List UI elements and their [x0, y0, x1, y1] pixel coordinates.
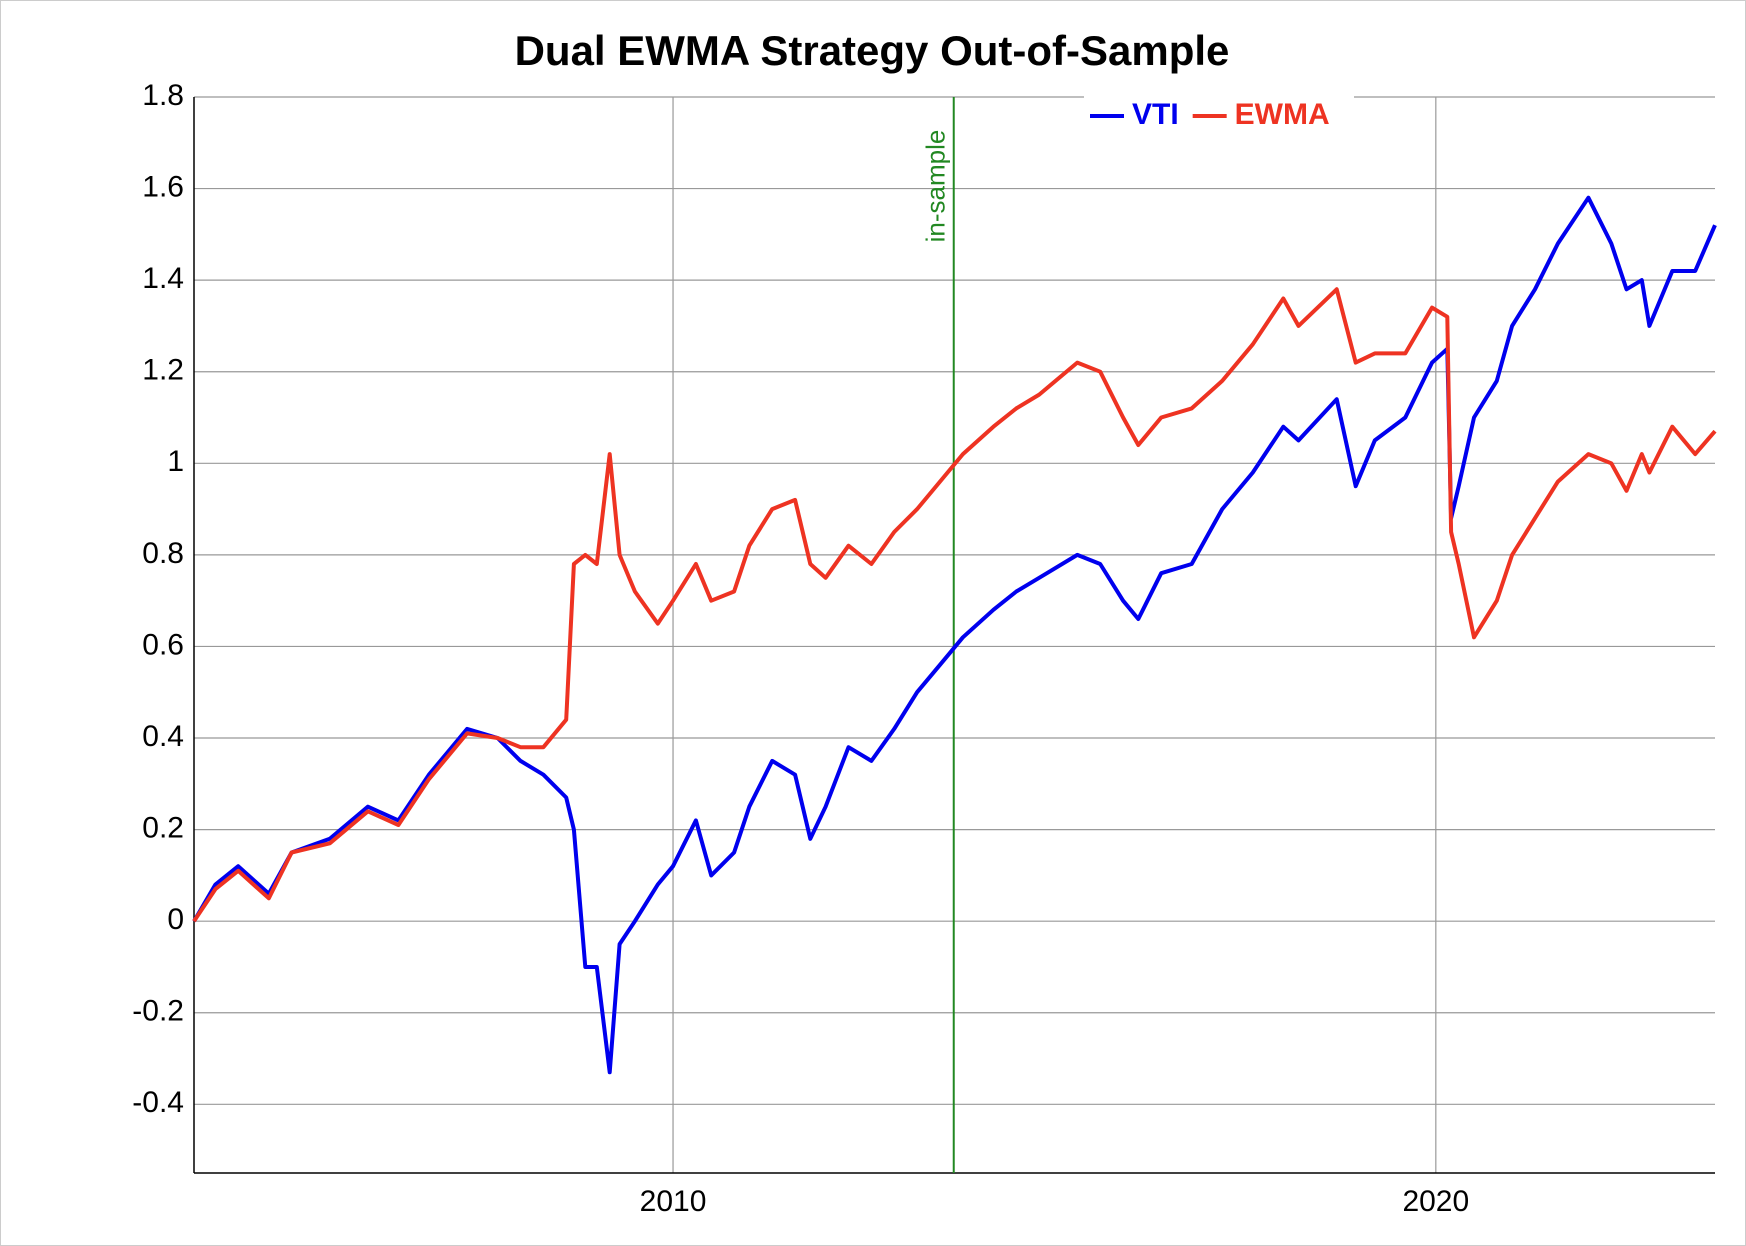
- y-tick-label: 1.2: [142, 354, 184, 387]
- vline-label: in-sample: [921, 130, 951, 243]
- y-tick-label: 0.2: [142, 812, 184, 845]
- y-tick-label: -0.4: [132, 1086, 184, 1119]
- series-line: [192, 287, 1717, 923]
- y-tick-label: 1: [167, 445, 184, 478]
- y-tick-label: 1.6: [142, 170, 184, 203]
- y-tick-label: 1.4: [142, 262, 184, 295]
- x-tick-label: 2020: [1402, 1185, 1469, 1218]
- y-tick-label: 0.4: [142, 720, 184, 753]
- chart-title: Dual EWMA Strategy Out-of-Sample: [515, 27, 1230, 74]
- x-tick-label: 2010: [640, 1185, 707, 1218]
- y-tick-label: 0.6: [142, 628, 184, 661]
- legend-label: VTI: [1132, 98, 1179, 131]
- y-tick-label: 1.8: [142, 79, 184, 112]
- series-line: [192, 195, 1717, 1075]
- y-tick-label: -0.2: [132, 995, 184, 1028]
- y-tick-label: 0.8: [142, 537, 184, 570]
- legend-label: EWMA: [1235, 98, 1330, 131]
- y-tick-label: 0: [167, 903, 184, 936]
